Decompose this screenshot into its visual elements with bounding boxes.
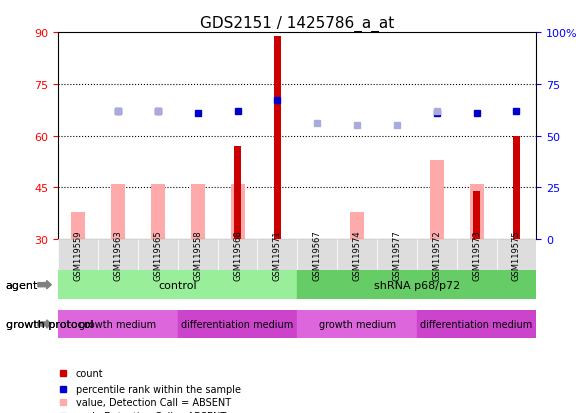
Bar xyxy=(217,240,258,271)
Bar xyxy=(337,240,377,271)
Bar xyxy=(231,185,244,240)
Text: control: control xyxy=(159,280,197,290)
Text: GSM119577: GSM119577 xyxy=(392,230,402,280)
Text: GSM119567: GSM119567 xyxy=(312,230,322,280)
Bar xyxy=(191,185,205,240)
Bar xyxy=(473,191,480,240)
Text: GSM119558: GSM119558 xyxy=(193,230,202,280)
Text: count: count xyxy=(76,368,103,378)
Bar xyxy=(98,240,138,271)
Bar xyxy=(151,185,165,240)
Bar xyxy=(297,271,536,299)
Bar xyxy=(234,147,241,240)
Text: GSM119563: GSM119563 xyxy=(114,230,122,280)
Bar xyxy=(417,240,456,271)
Bar xyxy=(71,212,85,240)
Text: GSM119568: GSM119568 xyxy=(233,230,242,280)
Text: GSM119572: GSM119572 xyxy=(432,230,441,280)
Bar xyxy=(58,310,178,339)
Text: GSM119571: GSM119571 xyxy=(273,230,282,280)
Bar xyxy=(350,212,364,240)
Bar xyxy=(456,240,497,271)
Bar xyxy=(417,310,536,339)
Bar xyxy=(258,240,297,271)
Text: growth medium: growth medium xyxy=(79,319,157,329)
Text: GSM119565: GSM119565 xyxy=(153,230,163,280)
Text: rank, Detection Call = ABSENT: rank, Detection Call = ABSENT xyxy=(76,411,226,413)
Bar xyxy=(178,240,217,271)
Bar xyxy=(470,185,483,240)
Bar xyxy=(297,240,337,271)
Title: GDS2151 / 1425786_a_at: GDS2151 / 1425786_a_at xyxy=(200,16,395,32)
Text: GSM119575: GSM119575 xyxy=(512,230,521,280)
Bar xyxy=(58,240,98,271)
Bar xyxy=(430,160,444,240)
Text: GSM119559: GSM119559 xyxy=(73,230,83,280)
Bar xyxy=(111,185,125,240)
Text: percentile rank within the sample: percentile rank within the sample xyxy=(76,384,241,394)
Bar xyxy=(512,136,520,240)
Text: GSM119574: GSM119574 xyxy=(353,230,361,280)
Bar xyxy=(297,310,417,339)
Text: growth protocol: growth protocol xyxy=(6,319,93,329)
Bar xyxy=(178,310,297,339)
Text: agent: agent xyxy=(6,280,38,290)
Text: growth medium: growth medium xyxy=(318,319,396,329)
Text: differentiation medium: differentiation medium xyxy=(420,319,533,329)
Text: value, Detection Call = ABSENT: value, Detection Call = ABSENT xyxy=(76,397,231,407)
Text: shRNA p68/p72: shRNA p68/p72 xyxy=(374,280,460,290)
Bar xyxy=(58,271,297,299)
Bar xyxy=(377,240,417,271)
Text: differentiation medium: differentiation medium xyxy=(181,319,294,329)
Bar xyxy=(273,36,281,240)
Bar xyxy=(497,240,536,271)
Text: GSM119573: GSM119573 xyxy=(472,230,481,280)
Bar xyxy=(138,240,178,271)
Text: agent: agent xyxy=(6,280,38,290)
Text: growth protocol: growth protocol xyxy=(6,319,93,329)
